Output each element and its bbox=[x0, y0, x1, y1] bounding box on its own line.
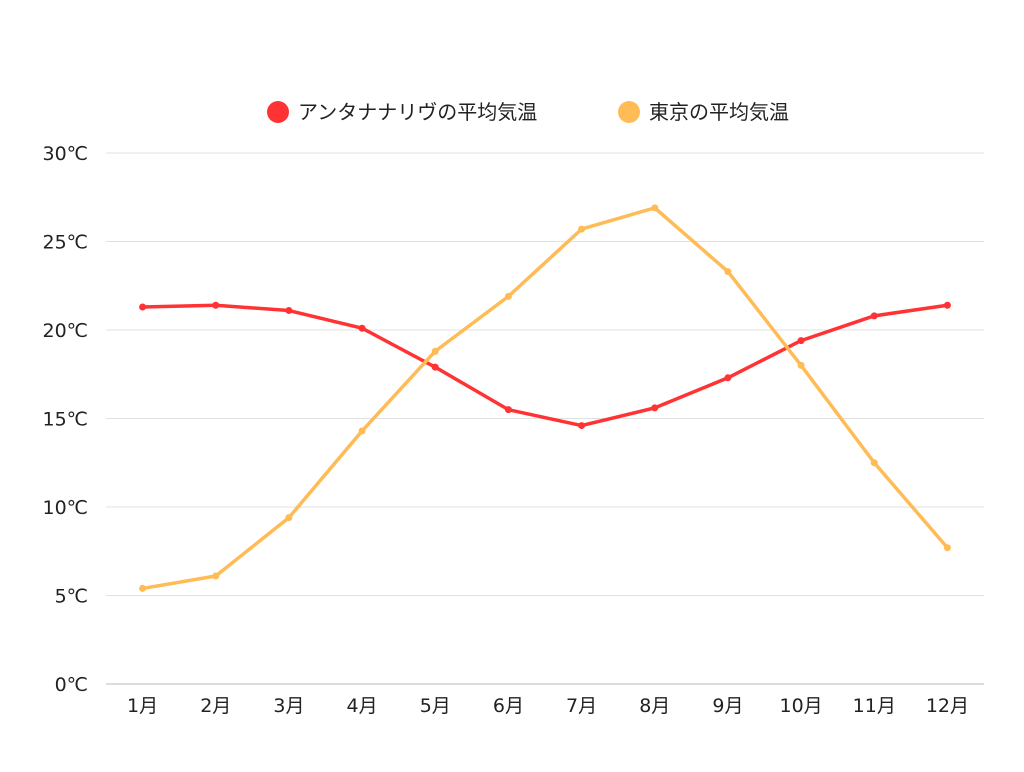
legend-label: 東京の平均気温 bbox=[649, 100, 789, 124]
series-line bbox=[142, 206, 949, 591]
x-tick-label: 6月 bbox=[493, 695, 524, 717]
data-point bbox=[870, 312, 878, 320]
data-point bbox=[285, 307, 293, 315]
x-tick-label: 5月 bbox=[420, 695, 451, 717]
data-point bbox=[578, 422, 586, 430]
legend-marker bbox=[267, 101, 289, 123]
x-tick-label: 10月 bbox=[779, 695, 822, 717]
x-tick-label: 7月 bbox=[566, 695, 597, 717]
series-line bbox=[142, 303, 948, 428]
data-point bbox=[943, 544, 951, 552]
legend: アンタナナリヴの平均気温 東京の平均気温 bbox=[267, 100, 789, 124]
data-point bbox=[358, 427, 366, 435]
data-point bbox=[504, 292, 512, 300]
data-point bbox=[139, 303, 147, 311]
x-tick-label: 8月 bbox=[639, 695, 670, 717]
data-point bbox=[212, 572, 220, 580]
x-axis: 1月 2月 3月 4月 5月 6月 7月 8月 9月 10月 11月 12月 bbox=[127, 695, 969, 717]
y-axis: 0℃ 5℃ 10℃ 15℃ 20℃ 25℃ 30℃ bbox=[42, 143, 88, 696]
data-point bbox=[943, 301, 951, 309]
y-tick-label: 10℃ bbox=[42, 497, 88, 519]
y-tick-label: 30℃ bbox=[42, 143, 88, 165]
series-lines bbox=[139, 204, 951, 592]
data-point bbox=[651, 404, 659, 412]
data-point bbox=[651, 204, 659, 212]
data-point bbox=[285, 514, 293, 522]
y-tick-label: 0℃ bbox=[55, 674, 88, 696]
x-tick-label: 1月 bbox=[127, 695, 158, 717]
x-tick-label: 11月 bbox=[853, 695, 896, 717]
data-point bbox=[724, 374, 732, 382]
data-point bbox=[578, 225, 586, 233]
x-tick-label: 2月 bbox=[200, 695, 231, 717]
y-tick-label: 15℃ bbox=[42, 409, 88, 431]
data-point bbox=[431, 347, 439, 355]
y-tick-label: 25℃ bbox=[42, 232, 88, 254]
data-point bbox=[504, 406, 512, 414]
legend-label: アンタナナリヴの平均気温 bbox=[298, 100, 537, 124]
grid bbox=[106, 152, 984, 685]
data-point bbox=[212, 301, 220, 309]
data-point bbox=[797, 337, 805, 345]
data-point bbox=[358, 324, 366, 332]
data-point bbox=[139, 584, 147, 592]
y-tick-label: 20℃ bbox=[42, 320, 88, 342]
data-point bbox=[724, 268, 732, 276]
x-tick-label: 12月 bbox=[926, 695, 969, 717]
y-tick-label: 5℃ bbox=[55, 586, 88, 608]
data-point bbox=[797, 361, 805, 369]
data-point bbox=[431, 363, 439, 371]
x-tick-label: 9月 bbox=[712, 695, 743, 717]
x-tick-label: 3月 bbox=[273, 695, 304, 717]
x-tick-label: 4月 bbox=[347, 695, 378, 717]
data-point bbox=[870, 459, 878, 467]
legend-marker bbox=[618, 101, 640, 123]
